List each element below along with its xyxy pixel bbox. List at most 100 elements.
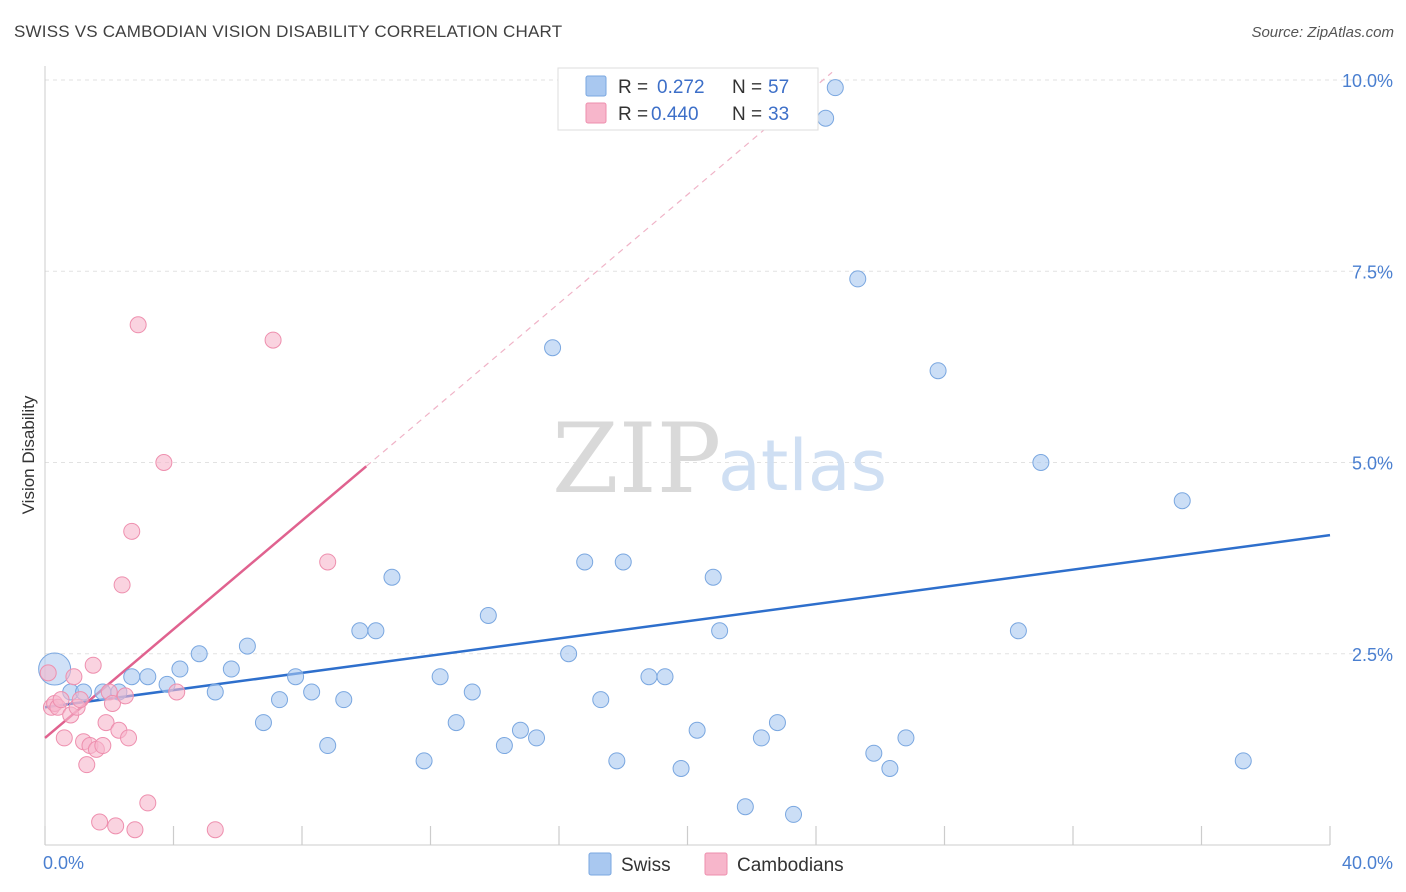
point-cambodians-22 [113,576,131,594]
point-swiss-46 [817,109,835,127]
legend-n-value-cambodians: 33 [768,104,789,125]
legend-swatch-cambodians [585,102,607,124]
point-swiss-17 [319,737,337,755]
point-swiss-33 [592,691,610,709]
point-swiss-31 [560,645,578,663]
point-swiss-53 [1009,622,1027,640]
y-tick-label-2: 7.5% [1352,262,1393,282]
point-cambodians-5 [55,729,73,747]
point-swiss-51 [897,729,915,747]
point-swiss-21 [383,568,401,586]
legend-n-label-swiss: N = [732,77,762,98]
grid-lines [45,79,1392,655]
point-cambodians-24 [120,729,138,747]
y-tick-label-0: 2.5% [1352,645,1393,665]
point-cambodians-32 [264,331,282,349]
point-swiss-56 [1234,752,1252,770]
point-swiss-42 [736,798,754,816]
point-swiss-37 [656,668,674,686]
point-swiss-36 [640,668,658,686]
point-swiss-40 [704,568,722,586]
point-swiss-44 [768,714,786,732]
series-legend: Swiss Cambodians [588,852,844,876]
point-swiss-41 [711,622,729,640]
point-swiss-5 [123,668,141,686]
point-swiss-12 [238,637,256,655]
x-tick-label-1: 40.0% [1342,853,1393,873]
point-swiss-43 [752,729,770,747]
trend-line-swiss [44,533,1331,709]
series-legend-label-swiss: Swiss [621,855,671,876]
point-cambodians-31 [206,821,224,839]
y-tick-label-3: 10.0% [1342,71,1393,91]
trend-extension-cambodians [365,71,833,467]
point-swiss-49 [865,744,883,762]
point-cambodians-9 [71,691,89,709]
legend-r-value-cambodians: 0.440 [651,104,699,125]
point-swiss-24 [447,714,465,732]
tick-labels: 2.5% 5.0% 7.5% 10.0% 0.0% 40.0% [43,71,1393,873]
point-swiss-45 [785,805,803,823]
legend-r-value-swiss: 0.272 [657,77,705,98]
point-swiss-22 [415,752,433,770]
point-swiss-26 [479,607,497,624]
point-swiss-6 [139,668,157,686]
point-cambodians-4 [52,691,70,709]
point-swiss-30 [544,339,562,357]
point-swiss-52 [929,362,947,380]
point-swiss-15 [287,668,305,686]
point-cambodians-0 [39,664,57,682]
point-cambodians-33 [319,553,337,571]
point-cambodians-29 [155,454,173,471]
axes [44,66,1331,846]
point-cambodians-15 [91,813,109,831]
point-swiss-23 [431,668,449,686]
point-cambodians-20 [107,817,125,835]
point-swiss-11 [222,660,240,678]
watermark: ZIP atlas [552,403,887,515]
point-swiss-19 [351,622,369,640]
point-swiss-55 [1173,492,1191,510]
point-swiss-47 [826,79,844,97]
point-swiss-35 [614,553,632,571]
point-swiss-14 [271,691,289,709]
point-cambodians-23 [116,687,134,705]
point-cambodians-28 [139,794,157,812]
point-cambodians-19 [103,694,121,712]
point-swiss-38 [672,760,690,777]
point-cambodians-16 [94,737,112,755]
y-axis-title: Vision Disability [19,395,38,514]
legend-swatch-swiss [585,75,607,97]
watermark-atlas: atlas [718,425,887,507]
series-legend-swatch-swiss [588,852,612,876]
chart-title: SWISS VS CAMBODIAN VISION DISABILITY COR… [14,22,563,41]
point-cambodians-27 [129,316,147,334]
point-swiss-16 [303,683,321,701]
correlation-legend: R = 0.272 N = 57 R = 0.440 N = 33 [557,67,819,131]
point-swiss-28 [511,721,529,739]
point-swiss-25 [463,683,481,701]
point-swiss-32 [576,553,594,571]
point-cambodians-7 [65,668,83,686]
point-swiss-9 [190,645,208,663]
point-cambodians-17 [97,714,115,732]
point-swiss-18 [335,691,353,709]
legend-r-label-cambodians: R = [618,104,648,125]
point-swiss-20 [367,622,385,640]
point-swiss-34 [608,752,626,770]
point-swiss-13 [254,714,272,732]
point-swiss-48 [849,270,867,288]
point-cambodians-26 [126,821,144,839]
data-points [38,79,1252,839]
source-label: Source: ZipAtlas.com [1251,24,1394,41]
point-swiss-39 [688,721,706,739]
point-cambodians-25 [123,522,141,540]
y-tick-label-1: 5.0% [1352,454,1393,474]
watermark-zip: ZIP [552,403,721,515]
point-cambodians-30 [168,683,186,701]
x-tick-label-0: 0.0% [43,853,84,873]
point-cambodians-13 [84,656,102,674]
point-swiss-29 [528,729,546,747]
point-swiss-8 [171,660,189,678]
